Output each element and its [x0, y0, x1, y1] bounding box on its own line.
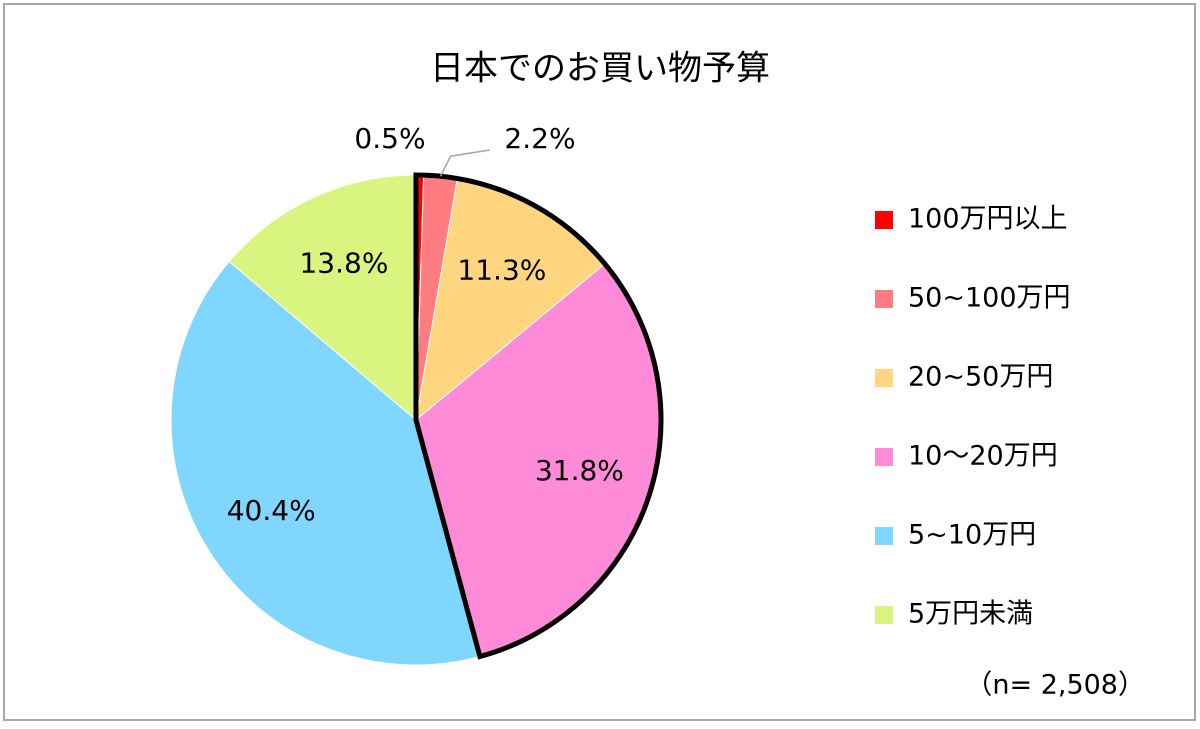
legend-swatch: [875, 290, 893, 308]
data-label: 11.3%: [457, 254, 546, 287]
legend-label: 5~10万円: [908, 520, 1036, 551]
legend-swatch: [875, 369, 893, 387]
legend-label: 50~100万円: [908, 283, 1071, 314]
pie-slice: [170, 260, 481, 666]
legend-label: 10～20万円: [908, 441, 1058, 472]
data-label: 40.4%: [227, 494, 316, 527]
legend-swatch: [875, 211, 893, 229]
data-label: 0.5%: [354, 122, 425, 155]
legend-swatch: [875, 606, 893, 624]
data-label: 31.8%: [535, 454, 624, 487]
data-label: 13.8%: [299, 246, 388, 279]
legend-swatch: [875, 448, 893, 466]
legend-swatch: [875, 527, 893, 545]
leader-line: [439, 149, 491, 177]
legend-label: 5万円未満: [908, 599, 1033, 630]
pie-slice: [228, 174, 417, 422]
annotation: （n= 2,508）: [965, 670, 1145, 701]
data-label: 2.2%: [504, 122, 575, 155]
chart-title: 日本でのお買い物予算: [430, 49, 770, 89]
legend-label: 20~50万円: [908, 362, 1053, 393]
slice-outline: [413, 172, 664, 660]
legend-label: 100万円以上: [908, 204, 1068, 235]
